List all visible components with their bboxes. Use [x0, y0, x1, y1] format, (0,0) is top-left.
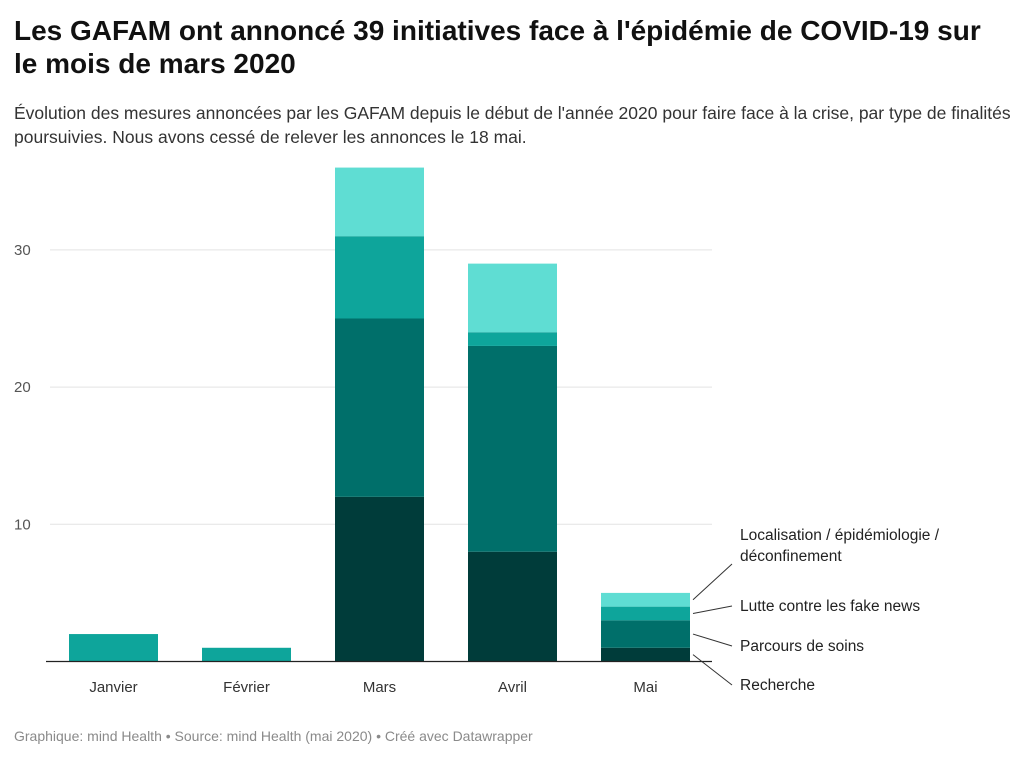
- bar-avril-4: [468, 263, 557, 333]
- chart-subtitle: Évolution des mesures annoncées par les …: [14, 103, 1011, 147]
- bar-avril-2: [468, 345, 557, 552]
- bar-mars-2: [335, 318, 424, 497]
- x-tick-label: Mai: [633, 679, 657, 696]
- x-tick-label: Mars: [363, 679, 396, 696]
- legend-label: déconfinement: [740, 548, 842, 565]
- x-tick-label: Janvier: [89, 679, 137, 696]
- legend-connector-line: [692, 605, 733, 614]
- bar-janvier-3: [69, 634, 158, 662]
- legend-connector-line: [692, 563, 733, 601]
- legend-label: Lutte contre les fake news: [740, 598, 920, 615]
- bar-février-3: [202, 647, 291, 662]
- bar-avril-1: [468, 551, 557, 662]
- chart-title: Les GAFAM ont annoncé 39 initiatives fac…: [14, 15, 981, 79]
- bar-mai-2: [601, 620, 690, 648]
- legend-connector-line: [692, 633, 733, 647]
- bar-mai-3: [601, 606, 690, 621]
- bar-mars-3: [335, 236, 424, 319]
- bar-mai-1: [601, 647, 690, 662]
- bar-mai-4: [601, 592, 690, 607]
- chart-footer: Graphique: mind Health • Source: mind He…: [14, 728, 533, 744]
- y-tick-label: 20: [14, 379, 31, 396]
- legend-connector-line: [692, 654, 733, 686]
- legend-label: Recherche: [740, 677, 815, 694]
- bar-mars-4: [335, 167, 424, 237]
- y-tick-label: 30: [14, 242, 31, 259]
- x-tick-label: Février: [223, 679, 270, 696]
- x-tick-label: Avril: [498, 679, 527, 696]
- legend-label: Parcours de soins: [740, 638, 864, 655]
- legend-label: Localisation / épidémiologie /: [740, 527, 940, 544]
- bar-avril-3: [468, 332, 557, 346]
- y-tick-label: 10: [14, 516, 31, 533]
- bar-mars-1: [335, 496, 424, 662]
